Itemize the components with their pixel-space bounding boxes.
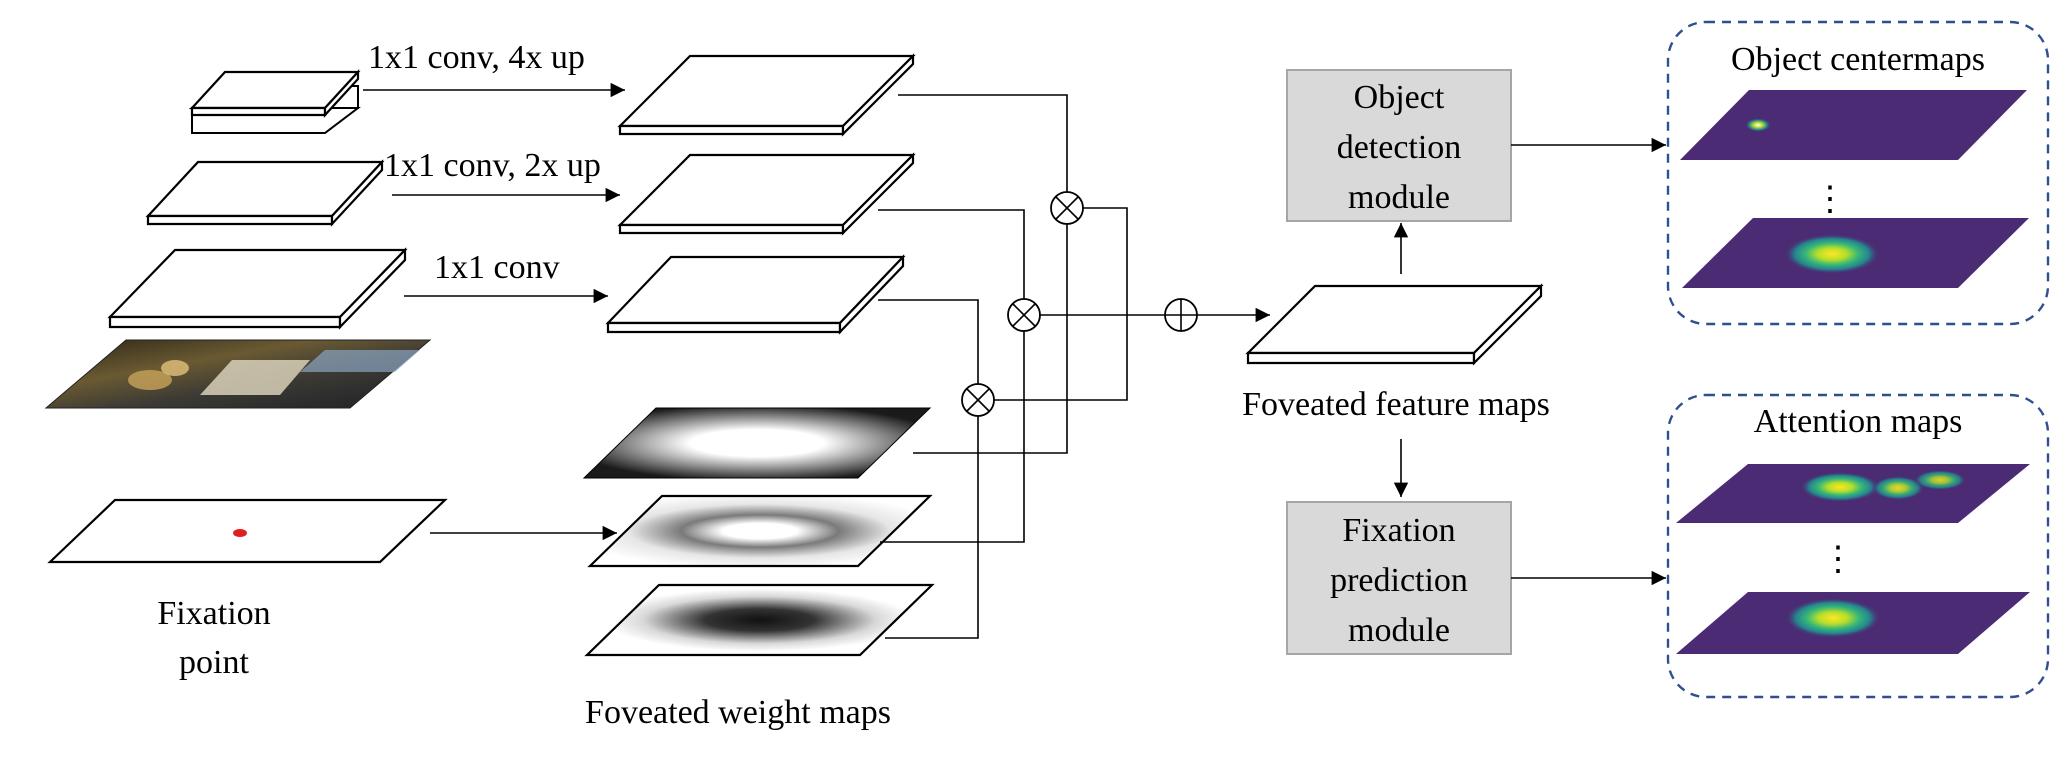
label-fixation-point-2: point [179,644,249,681]
fixation-prediction-line1: Fixation [1342,512,1455,549]
fixation-prediction-line3: module [1348,612,1450,649]
attention-maps-box: Attention maps ⋮ [1666,393,2050,699]
object-detection-line2: detection [1337,129,1462,166]
object-detection-line3: module [1348,179,1450,216]
label-fixation-point-1: Fixation [157,595,270,632]
attention-maps-title: Attention maps [1754,403,1963,440]
foveated-feature-map [1245,283,1544,366]
fixation-point-plane [47,498,448,564]
label-conv-4x: 1x1 conv, 4x up [368,39,585,76]
centermaps-ellipsis: ⋮ [1813,181,1847,218]
weight-map-1 [582,407,932,479]
label-foveated-feature-maps: Foveated feature maps [1242,386,1550,423]
object-centermaps-title: Object centermaps [1731,41,1985,78]
conv-output-map-1x [605,254,906,335]
weight-map-3 [584,583,935,657]
object-centermaps-box: Object centermaps ⋮ [1666,20,2050,326]
input-image [44,339,432,409]
connection-lines [878,94,1165,639]
object-detection-line1: Object [1354,79,1445,116]
multiply-node-bottom [961,383,995,417]
input-feature-map-2x [145,159,385,227]
multiply-node-top [1050,191,1084,225]
multiply-node-mid [1007,298,1041,332]
weight-map-2 [587,494,933,568]
conv-output-map-2x [617,152,916,236]
label-foveated-weight-maps: Foveated weight maps [585,694,891,731]
add-node [1164,298,1198,332]
object-detection-module: Object detection module [1286,69,1512,222]
centermap-1 [1680,90,2027,160]
fixation-prediction-line2: prediction [1330,562,1468,599]
label-conv-2x: 1x1 conv, 2x up [384,147,601,184]
fixation-prediction-module: Fixation prediction module [1286,501,1512,655]
input-feature-map-1x [107,247,408,330]
label-conv-1x: 1x1 conv [434,249,560,286]
conv-output-map-4x [617,53,916,137]
input-feature-map-4x [189,69,361,118]
fixation-dot [233,529,247,537]
attention-ellipsis: ⋮ [1821,541,1855,578]
